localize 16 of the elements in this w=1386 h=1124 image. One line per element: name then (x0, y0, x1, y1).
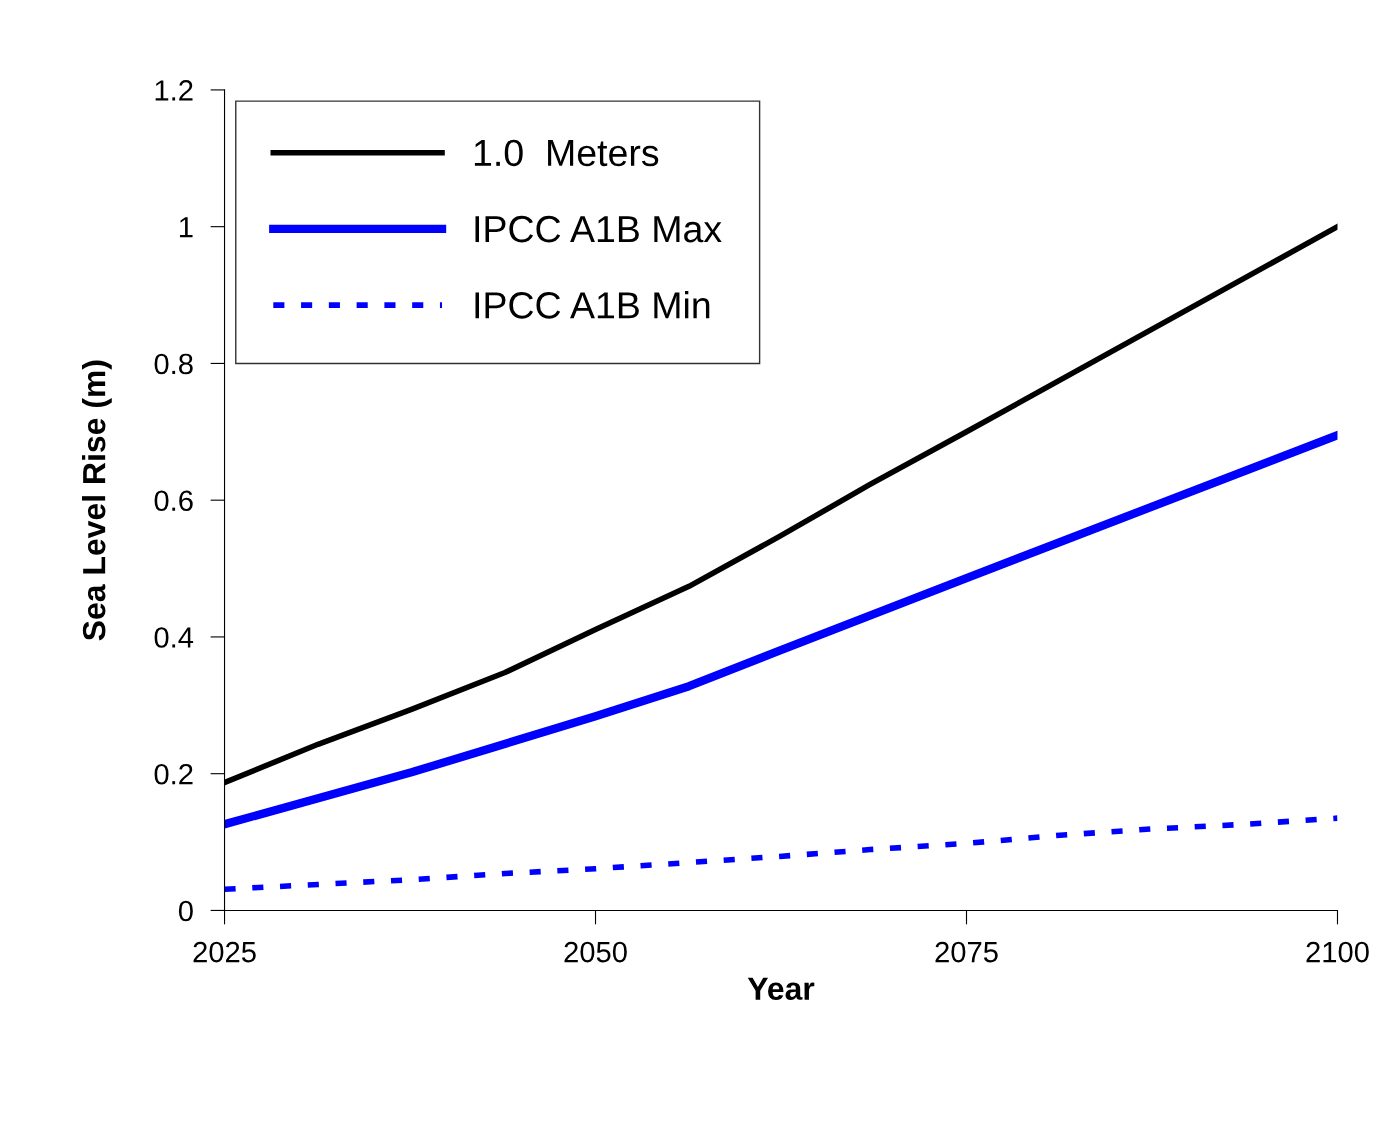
y-axis-title: Sea Level Rise (m) (81, 360, 112, 641)
y-tick-label: 0.8 (154, 353, 193, 375)
y-tick-label: 0.2 (154, 763, 193, 785)
x-axis-title: Year (747, 977, 815, 1000)
x-tick-label: 2050 (564, 941, 627, 963)
x-tick-label: 2025 (193, 941, 256, 963)
y-tick-label: 1.2 (155, 80, 193, 101)
legend-label: 1.0 Meters (474, 139, 659, 167)
y-tick-label: 0.4 (154, 627, 194, 648)
y-tick-label: 0 (178, 900, 193, 922)
x-tick-label: 2075 (935, 941, 998, 963)
y-tick-label: 1 (179, 217, 193, 238)
legend-label: IPCC A1B Max (475, 215, 722, 243)
legend-label: IPCC A1B Min (475, 291, 710, 319)
y-tick-label: 0.6 (154, 490, 193, 512)
x-tick-label: 2100 (1306, 941, 1369, 963)
